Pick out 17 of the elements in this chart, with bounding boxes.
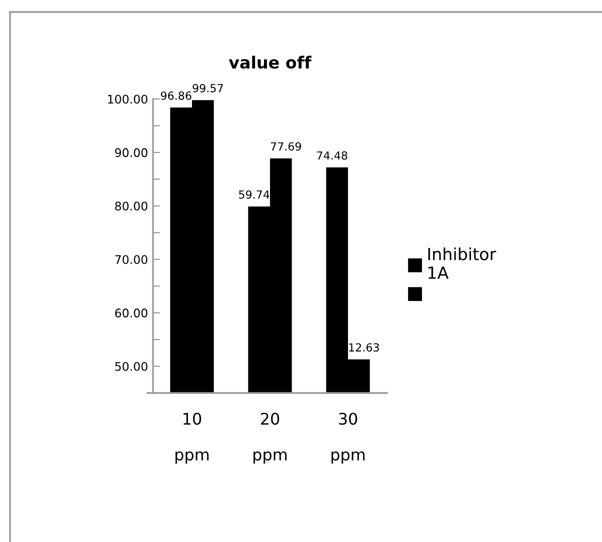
y-tick-label: 70.00 [115, 255, 148, 264]
category-label: 30 ppm [332, 412, 365, 464]
annotation: 74.48 [317, 151, 348, 160]
category-label: 10 ppm [176, 412, 209, 464]
annotation: 96.86 [160, 91, 192, 100]
chart-title: value off [228, 56, 312, 69]
y-tick-label: 50.00 [115, 362, 148, 371]
annotation: 77.69 [270, 142, 302, 151]
y-tick-label: 90.00 [115, 148, 148, 158]
y-tick-label: 100.00 [108, 94, 148, 104]
legend-label: Inhibitor 1A [428, 247, 496, 279]
y-tick-label: 80.00 [115, 202, 148, 211]
annotation: 12.63 [349, 343, 379, 352]
y-tick-label: 60.00 [115, 308, 148, 318]
category-label: 20 ppm [254, 412, 287, 464]
annotation: 99.57 [192, 84, 223, 92]
annotation: 59.74 [239, 190, 270, 199]
